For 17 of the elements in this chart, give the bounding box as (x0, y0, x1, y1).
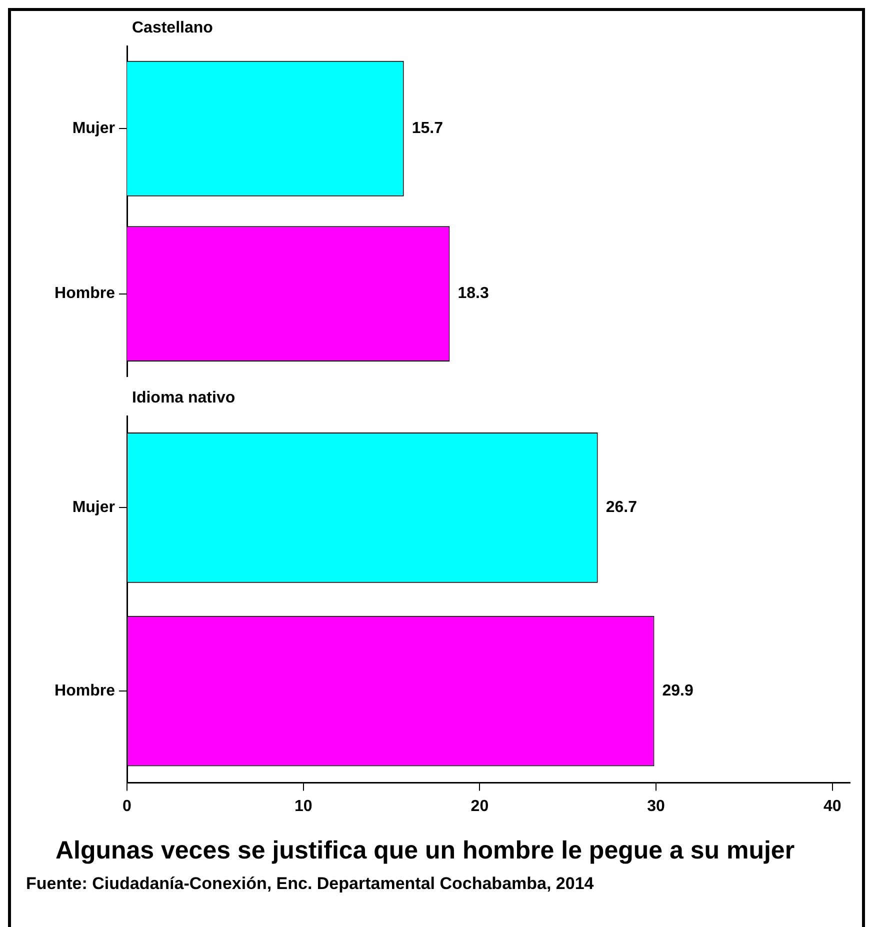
y-tick-label: Hombre (54, 285, 116, 302)
x-tick-label: 40 (823, 798, 842, 815)
data-label: 29.9 (662, 682, 694, 700)
data-label: 26.7 (606, 499, 638, 516)
chart-title: Idioma nativo (132, 389, 236, 406)
source-note: Fuente: Ciudadanía-Conexión, Enc. Departamental Cochabamba, 2014 (26, 874, 594, 894)
data-label: 15.7 (412, 120, 444, 138)
x-tick-label: 0 (122, 798, 132, 815)
x-tick-label: 20 (470, 798, 489, 815)
y-tick-label: Hombre (54, 682, 116, 700)
data-label: 18.3 (458, 285, 489, 302)
x-axis-title: Algunas veces se justifica que un hombre le pegue a su mujer (55, 836, 795, 864)
x-tick-label: 30 (647, 798, 666, 815)
y-tick-label: Mujer (72, 120, 115, 138)
chart-title: Castellano (132, 19, 214, 36)
y-tick-label: Mujer (72, 499, 115, 516)
x-tick-label: 10 (294, 798, 312, 815)
